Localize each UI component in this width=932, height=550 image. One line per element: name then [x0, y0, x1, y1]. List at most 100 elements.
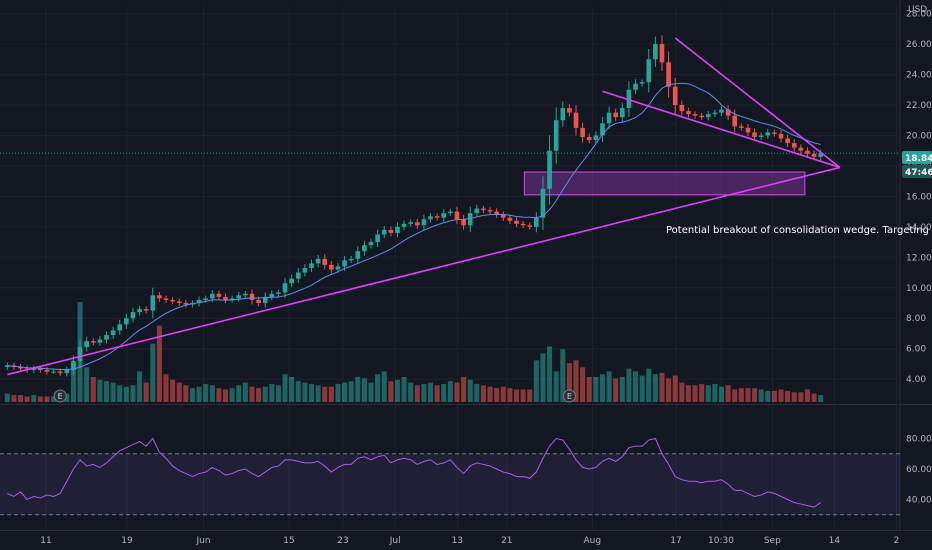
candle-body — [481, 208, 486, 211]
price-axis[interactable]: 28.0026.0024.0022.0020.0018.0016.0014.00… — [906, 10, 932, 386]
candle-body — [295, 272, 301, 279]
grid-lines — [0, 6, 900, 530]
volume-bar — [163, 374, 169, 402]
volume-bar — [44, 396, 50, 402]
candle-body — [487, 210, 493, 212]
volume-bar — [355, 377, 361, 402]
candle-body — [567, 108, 572, 113]
volume-bar — [454, 382, 460, 402]
volume-bar — [480, 385, 486, 402]
support-trend-line[interactable] — [7, 166, 841, 376]
earnings-marker-icon[interactable] — [53, 389, 67, 403]
candle-body — [467, 213, 473, 226]
trend-lines[interactable] — [7, 37, 841, 376]
time-tick-label: 10:30 — [708, 536, 734, 546]
candle-body — [626, 89, 632, 109]
volume-bar — [818, 395, 824, 402]
earnings-marker-label: E — [567, 392, 572, 401]
volume-bar — [90, 377, 96, 402]
volume-bar — [679, 382, 685, 402]
volume-bar — [699, 383, 705, 402]
volume-bar — [626, 368, 632, 402]
candle-body — [606, 112, 612, 124]
volume-bar — [791, 392, 797, 402]
volume-bar — [269, 383, 275, 402]
candle-body — [117, 324, 123, 331]
volume-bar — [37, 396, 43, 402]
time-axis[interactable]: 11 19 Jun 15 23 Jul 13 21 Aug 17 10:30 Sep 14 2 — [40, 536, 899, 546]
candle-body — [368, 242, 374, 246]
price-tick-label: 24.00 — [906, 71, 932, 81]
candle-body — [553, 120, 559, 151]
candle-body — [639, 82, 645, 84]
price-tick-label: 28.00 — [906, 10, 932, 20]
candle-body — [256, 299, 261, 303]
volume-bar — [203, 383, 209, 402]
volume-bar — [328, 386, 334, 402]
candle-body — [375, 234, 380, 243]
moving-average-line — [7, 82, 821, 371]
volume-bar — [256, 388, 262, 402]
candle-body — [725, 109, 731, 116]
countdown-tag: 47:46 — [902, 165, 932, 178]
volume-bar — [223, 389, 229, 402]
price-tick-label: 10.00 — [906, 284, 932, 294]
candle-body — [752, 132, 757, 137]
candle-body — [534, 217, 539, 227]
volume-bar — [441, 383, 447, 402]
candle-body — [745, 127, 751, 133]
volume-bar — [375, 374, 381, 402]
candle-body — [143, 309, 149, 311]
candle-body — [646, 59, 652, 83]
rsi-tick-label: 40.00 — [906, 496, 932, 506]
candle-body — [163, 298, 169, 300]
volume-bar — [467, 379, 473, 402]
candle-body — [289, 278, 294, 284]
candle-body — [269, 293, 275, 297]
candle-body — [686, 111, 691, 115]
candle-body — [540, 188, 546, 218]
volume-bar — [216, 388, 222, 402]
candle-body — [527, 225, 533, 227]
price-tick-label: 22.00 — [906, 101, 932, 111]
volume-bar — [123, 386, 129, 402]
candle-body — [44, 370, 50, 372]
volume-bar — [672, 375, 678, 402]
candle-body — [236, 295, 242, 299]
candle-body — [454, 211, 460, 220]
wedge-upper-line[interactable] — [602, 90, 841, 169]
demand-zone-rect[interactable] — [523, 171, 806, 196]
time-tick-label: 21 — [501, 536, 512, 546]
candle-body — [203, 298, 209, 300]
candle-body — [315, 258, 321, 264]
candle-body — [309, 263, 314, 268]
volume-bar — [606, 371, 612, 402]
volume-bar — [513, 389, 520, 402]
volume-bar — [527, 389, 533, 402]
candle-body — [262, 296, 268, 303]
volume-bar — [170, 379, 176, 402]
volume-bar — [771, 390, 777, 402]
countdown-label: 47:46 — [905, 168, 932, 178]
volume-bar — [408, 382, 414, 402]
candle-body — [335, 266, 341, 270]
earnings-marker-icon[interactable] — [562, 389, 576, 403]
price-tick-label: 8.00 — [906, 314, 926, 324]
candle-body — [38, 368, 43, 371]
candle-body — [573, 112, 579, 128]
candle-body — [170, 299, 175, 302]
volume-bar — [262, 386, 268, 402]
candle-body — [4, 365, 10, 367]
price-tick-label: 12.00 — [906, 253, 932, 263]
falling-resistance-line[interactable] — [674, 37, 841, 169]
volume-bar — [599, 374, 605, 402]
price-tick-label: 26.00 — [906, 40, 932, 50]
volume-bar — [249, 386, 255, 402]
candle-body — [798, 147, 804, 151]
chart-annotation[interactable]: Potential breakout of consolidation wedg… — [666, 225, 929, 236]
rsi-axis[interactable]: 80.00 60.00 40.00 — [906, 435, 932, 506]
volume-bar — [692, 385, 698, 402]
volume-bar — [368, 382, 374, 402]
